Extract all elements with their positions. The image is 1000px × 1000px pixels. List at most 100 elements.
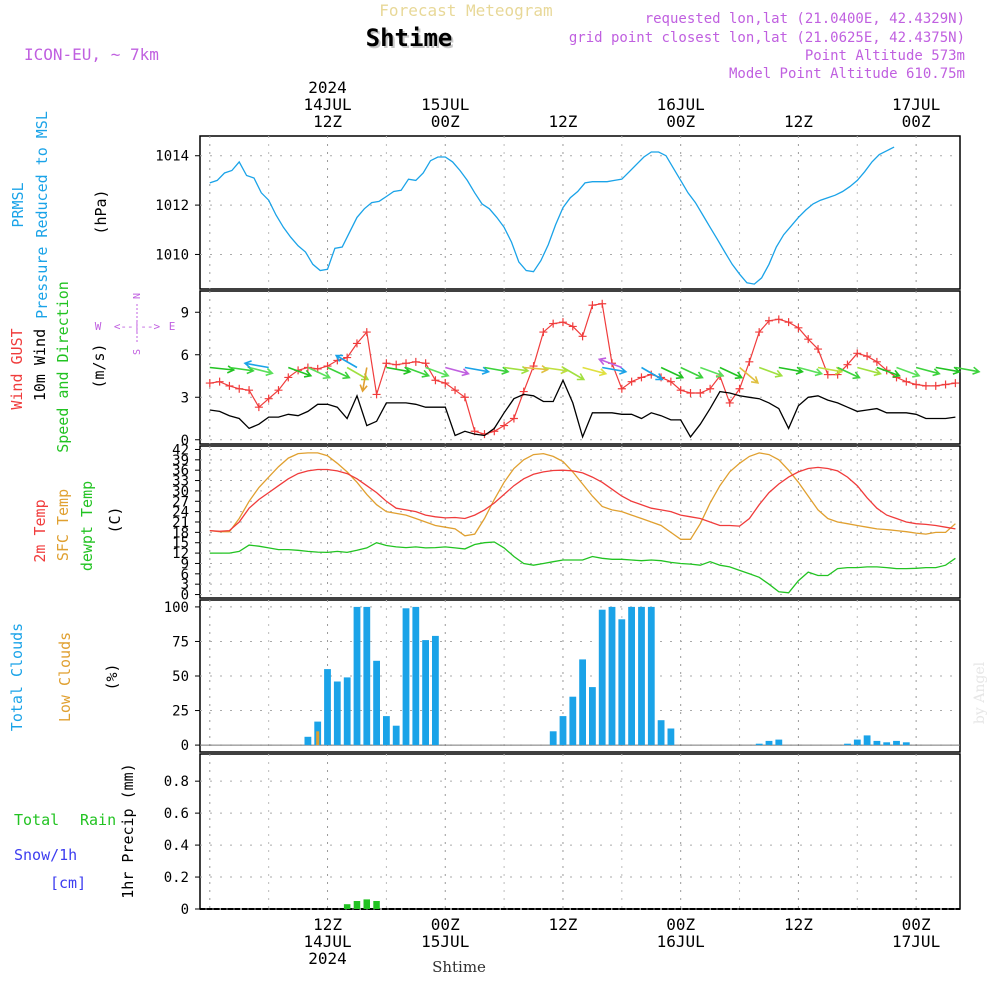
model-altitude: Model Point Altitude 610.75m <box>729 66 965 82</box>
top-axis-label: 12Z <box>313 112 342 131</box>
wind-direction-arrow <box>582 366 608 377</box>
compass-rose: N W <--|--> E S <box>95 293 176 355</box>
wind-direction-arrow <box>359 367 368 393</box>
temp-unit: (C) <box>106 506 124 533</box>
wind-direction-arrow <box>915 366 941 377</box>
temperature-ytick-label: 36 <box>172 463 189 479</box>
total-cloud-bar <box>373 660 380 746</box>
precip-ytick-label: 0.6 <box>164 806 189 822</box>
location-title-front: Shtime <box>366 24 453 52</box>
total-cloud-bar <box>598 609 606 746</box>
temperature-ytick-label: 18 <box>172 525 189 541</box>
wind-unit: (m/s) <box>90 343 108 388</box>
prmsl-label: PRMSL <box>9 182 27 227</box>
wind-direction-arrow <box>386 366 412 375</box>
wind-direction-arrow <box>700 366 725 378</box>
total-cloud-bar <box>853 739 861 746</box>
gust-marker <box>362 328 371 337</box>
gust-marker <box>323 362 332 371</box>
temperature-ytick-label: 27 <box>172 494 189 510</box>
wind-direction-arrow <box>837 366 861 380</box>
total-cloud-bar <box>333 681 341 746</box>
gust-marker <box>460 393 469 402</box>
wind-direction-arrow <box>817 366 844 375</box>
wind-direction-arrow <box>660 366 685 380</box>
gust-marker <box>912 380 921 389</box>
gust-marker <box>284 373 293 382</box>
gust-marker <box>382 359 391 368</box>
gust-marker <box>627 377 636 386</box>
total-cloud-bar <box>775 739 783 746</box>
gust-marker <box>558 318 567 327</box>
rain-bar <box>373 901 380 909</box>
gust-marker <box>451 386 460 395</box>
gust-marker <box>588 301 597 310</box>
temperature-ytick-label: 15 <box>172 536 189 552</box>
gust-marker <box>902 377 911 386</box>
total-cloud-bar <box>422 640 429 746</box>
gust-marker <box>872 357 881 366</box>
clouds-ytick-label: 0 <box>181 738 189 754</box>
dewpt-label: dewpt Temp <box>78 481 96 571</box>
wind-direction-arrow <box>597 357 623 369</box>
total-cloud-bar <box>412 606 420 746</box>
total-cloud-bar <box>863 735 871 746</box>
point-altitude: Point Altitude 573m <box>805 48 965 64</box>
gust-label: Wind GUST <box>8 328 26 409</box>
gust-marker <box>637 373 646 382</box>
legend-snow: Snow/1h <box>14 846 77 864</box>
wind-direction-arrow <box>288 366 313 378</box>
gust-marker <box>784 318 793 327</box>
gust-marker <box>235 384 244 393</box>
total-cloud-bar <box>844 743 851 746</box>
model-label: ICON-EU, ~ 7km <box>24 45 159 64</box>
clouds-ytick-label: 75 <box>172 634 189 650</box>
bottom-axis-label: 00Z <box>902 915 931 934</box>
pressure-ytick-label: 1012 <box>155 198 189 214</box>
total-clouds-label: Total Clouds <box>8 623 26 731</box>
gust-marker <box>833 370 842 379</box>
top-axis-label: 00Z <box>431 112 460 131</box>
total-cloud-bar <box>353 606 361 746</box>
forecast-title: Forecast Meteogram <box>379 1 552 20</box>
total-cloud-bar <box>883 742 891 746</box>
temperature-ytick-label: 42 <box>172 442 189 458</box>
temperature-ytick-label: 30 <box>172 484 189 500</box>
clouds-ytick-label: 25 <box>172 704 189 720</box>
gust-marker <box>951 379 960 388</box>
gust-marker <box>676 386 685 395</box>
gust-marker <box>843 360 852 369</box>
wind-direction-arrow <box>327 366 351 380</box>
temperature-ytick-label: 21 <box>172 515 189 531</box>
total-cloud-bar <box>608 606 616 746</box>
temperature-ytick-label: 0 <box>181 588 189 604</box>
requested-coords: requested lon,lat (21.0400E, 42.4329N) <box>645 11 965 27</box>
top-axis-label: 14JUL <box>303 95 351 114</box>
total-cloud-bar <box>324 669 331 746</box>
rain-bar <box>343 904 351 909</box>
gust-marker <box>225 381 234 390</box>
gust-marker <box>343 353 352 362</box>
bottom-axis-label: 12Z <box>313 915 342 934</box>
gust-marker <box>696 389 705 397</box>
gust-marker <box>274 386 283 395</box>
gust-marker <box>215 377 224 386</box>
top-axis-label: 12Z <box>784 112 813 131</box>
bottom-axis-label: 14JUL <box>303 932 351 951</box>
wind-label: 10m Wind <box>31 329 49 401</box>
gust-marker <box>745 357 754 366</box>
gust-marker <box>372 390 381 399</box>
temperature-ytick-label: 33 <box>172 474 189 490</box>
wind-direction-arrow <box>562 366 586 381</box>
top-axis-label: 00Z <box>666 112 695 131</box>
compass-s: S <box>132 349 143 355</box>
total-cloud-bar <box>902 742 910 746</box>
wind-ytick-label: 9 <box>181 305 189 321</box>
wind-direction-arrow <box>857 366 883 377</box>
wind-direction-arrow <box>758 366 784 378</box>
gust-marker <box>666 377 675 386</box>
gust-marker <box>617 384 626 393</box>
location-title: Shtime <box>368 26 455 54</box>
precip-label: 1hr Precip (mm) <box>119 763 137 898</box>
